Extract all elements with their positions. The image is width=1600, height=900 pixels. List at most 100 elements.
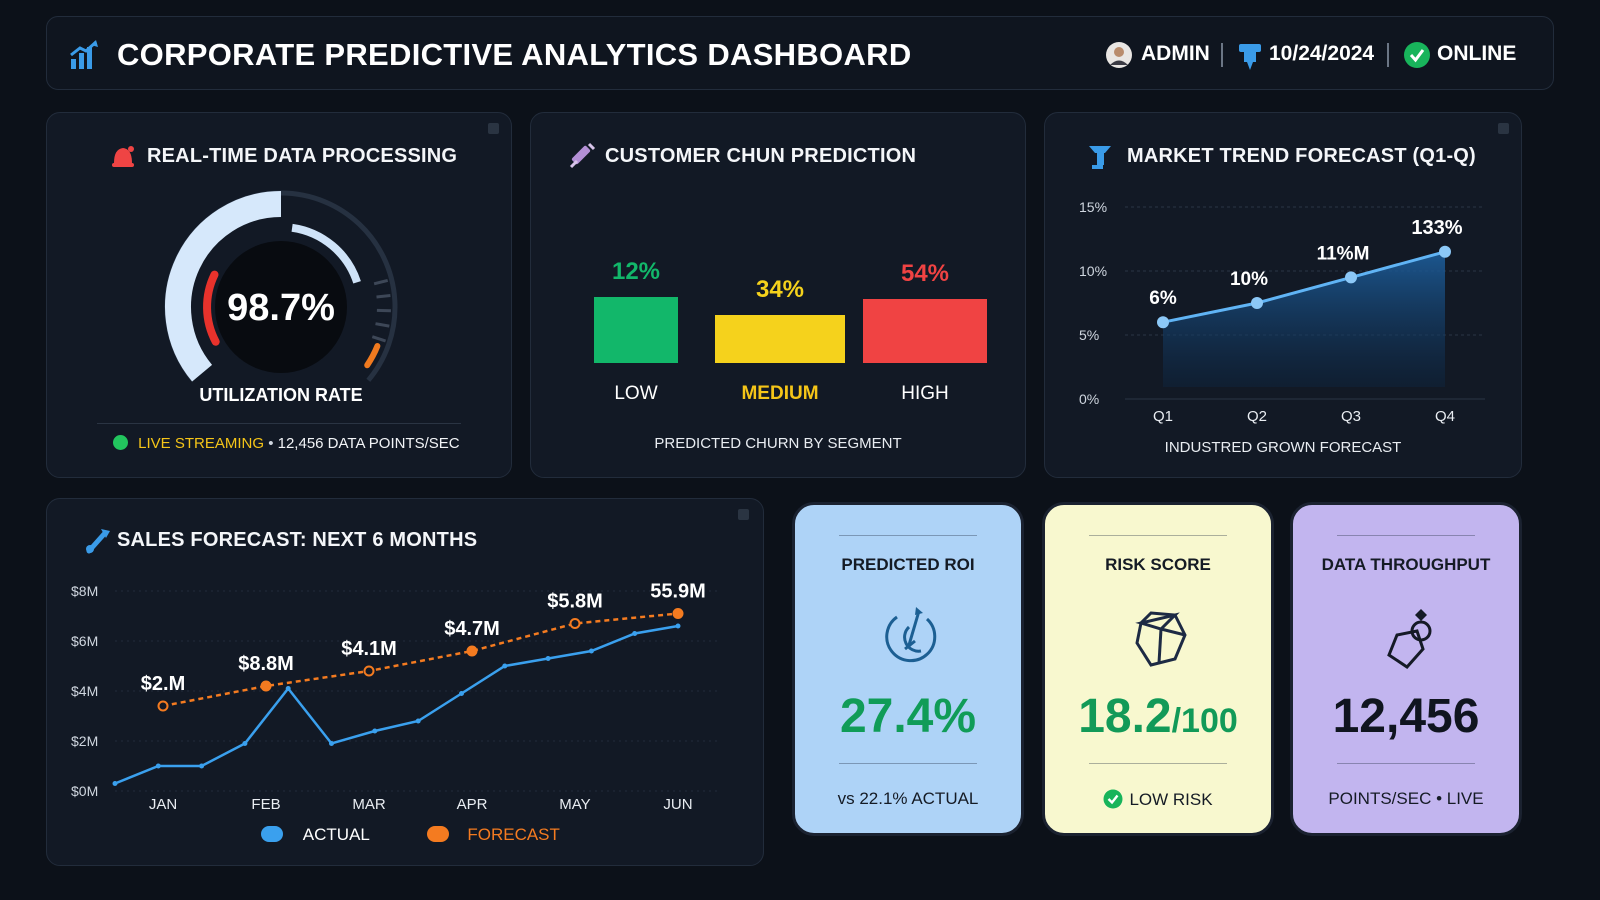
actual-point [329,741,334,746]
kpi-value: 18.2 [1078,690,1172,743]
market-area-chart: 15% 10% 5% 0% 6% 10% 11%M 133% Q1 Q2 Q3 Q4 [1079,199,1485,425]
top-header-bar: CORPORATE PREDICTIVE ANALYTICS DASHBOARD… [46,16,1554,90]
bar-chart-icon [70,40,98,69]
panel-menu-handle[interactable] [488,123,499,134]
kpi-footnote: LOW RISK [1129,790,1213,809]
panel-menu-handle[interactable] [738,509,749,520]
live-label: LIVE STREAMING [138,435,265,452]
trend-area [1163,251,1445,387]
panel-menu-handle[interactable] [1498,123,1509,134]
live-detail: 12,456 DATA POINTS/SEC [277,435,460,452]
kpi-card-risk-score[interactable]: RISK SCORE 18.2/100 LOW RISK [1042,502,1274,836]
churn-bar-high [863,299,987,363]
realtime-processing-panel: REAL-TIME DATA PROCESSING 98.7% UTILIZAT… [46,112,512,478]
check-circle-icon [1103,789,1123,809]
trend-point [1251,297,1263,309]
actual-point [242,741,248,746]
trend-point-label: 11%M [1317,243,1370,264]
forecast-point-label: $5.8M [547,591,603,613]
forecast-point-label: $4.1M [341,638,397,660]
actual-point [459,691,464,696]
status-badge: ONLINE [1437,42,1517,65]
avatar[interactable] [1105,41,1133,69]
kpi-value: 12,456 [1332,690,1480,743]
card-divider [1089,763,1227,764]
x-tick-label: APR [457,796,488,813]
trend-point [1439,245,1451,258]
kpi-title: DATA THROUGHPUT [1321,555,1491,574]
legend-actual-label: ACTUAL [302,825,370,844]
live-dot [113,435,128,450]
kpi-card-predicted-roi[interactable]: PREDICTED ROI 27.4% vs 22.1% ACTUAL [792,502,1024,836]
forecast-point-label: $8.8M [238,653,294,675]
shield-cube-icon [1135,611,1187,667]
y-tick-label: $4M [71,683,98,699]
churn-category-label: LOW [614,383,657,404]
kpi-value-suffix: /100 [1171,702,1238,740]
chart-caption: INDUSTRED GROWN FORECAST [1164,439,1402,456]
gauge-tick [375,322,390,328]
x-tick-label: Q3 [1341,408,1361,425]
card-divider [839,763,977,764]
forecast-point [260,680,272,692]
churn-category-label: MEDIUM [741,383,818,404]
utilization-gauge [164,190,398,382]
card-divider [1337,763,1475,764]
kpi-title: PREDICTED ROI [841,555,975,574]
panel-title: REAL-TIME DATA PROCESSING [147,145,458,167]
market-trend-panel: MARKET TREND FORECAST (Q1-Q) 15% 10% 5% 0% 6… [1044,112,1522,478]
forecast-line [162,612,679,708]
forecast-point [363,665,375,677]
churn-category-label: HIGH [901,383,949,404]
forecast-point-label: $2.M [141,673,185,695]
x-tick-label: MAY [559,796,590,813]
actual-point [285,686,291,691]
actual-point [675,623,681,629]
kpi-value: 27.4% [839,690,977,743]
bullet-separator: • [268,435,278,452]
legend-actual-swatch [261,826,283,842]
panel-title: MARKET TREND FORECAST (Q1-Q) [1127,145,1476,167]
kpi-card-data-throughput[interactable]: DATA THROUGHPUT 12,456 POINTS/SEC • LIVE [1290,502,1522,836]
trend-point-label: 6% [1149,288,1177,309]
sales-forecast-panel: SALES FORECAST: NEXT 6 MONTHS $8M $6M $4M $… [46,498,764,866]
wrench-pointer-icon [86,529,110,554]
alarm-bell-icon [112,146,134,167]
actual-point [502,663,508,669]
x-tick-label: MAR [352,796,386,813]
live-streaming-status: LIVE STREAMING • 12,456 DATA POINTS/SEC [113,435,460,452]
gauge-tick [376,294,391,299]
actual-point [112,781,118,786]
sales-line-chart: $8M $6M $4M $2M $0M JAN FEB MAR APR MAY JUN $2.M $8.… [71,581,719,813]
actual-point [545,656,551,661]
kpi-footnote: POINTS/SEC • LIVE [1328,789,1484,808]
y-tick-label: $6M [71,633,98,649]
y-tick-label: 10% [1079,263,1107,279]
syringe-icon [569,142,596,169]
card-divider [1089,535,1227,536]
x-tick-label: Q2 [1247,408,1267,425]
churn-bar-chart: 12% LOW 34% MEDIUM 54% HIGH [594,258,987,404]
card-divider [839,535,977,536]
trend-point-label: 133% [1411,217,1462,239]
customer-churn-panel: CUSTOMER CHUN PREDICTION 12% LOW 34% MEDIUM… [530,112,1026,478]
y-tick-label: $2M [71,733,98,749]
actual-line [114,624,679,785]
x-tick-label: JAN [149,796,177,813]
card-divider [1337,535,1475,536]
chart-caption: PREDICTED CHURN BY SEGMENT [654,435,902,452]
user-name[interactable]: ADMIN [1141,42,1210,65]
legend-forecast-swatch [426,826,449,842]
kpi-title: RISK SCORE [1105,555,1211,574]
check-circle-icon [1404,42,1430,68]
forecast-point [466,645,478,657]
gauge-value: 98.7% [227,287,335,329]
panel-divider [97,423,461,424]
trend-point [1157,316,1169,329]
y-tick-label: 0% [1079,391,1099,407]
y-tick-label: $0M [71,783,98,799]
actual-point [415,718,421,724]
funnel-flag-icon [1089,146,1111,169]
calendar-pin-icon [1239,44,1261,70]
trend-line [1162,250,1446,324]
